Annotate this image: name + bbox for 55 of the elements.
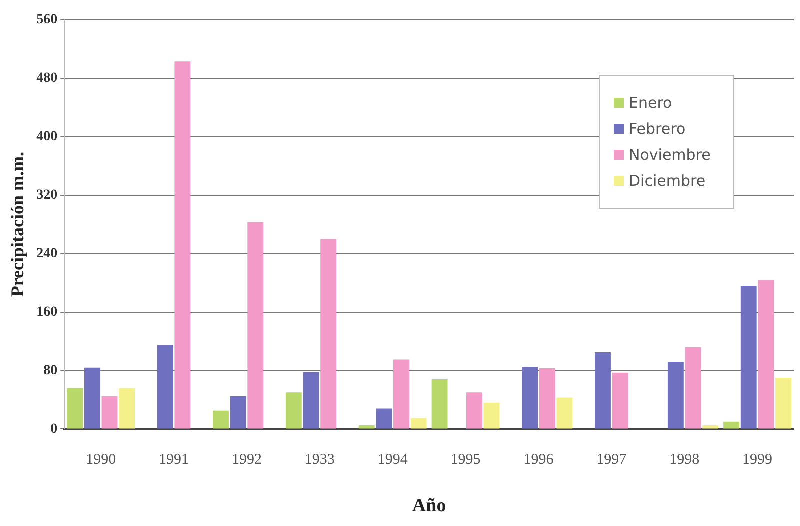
bar bbox=[67, 388, 84, 429]
legend-label: Enero bbox=[629, 94, 672, 112]
bar bbox=[230, 396, 246, 429]
bar bbox=[303, 372, 320, 429]
x-tick-label: 1995 bbox=[450, 452, 481, 468]
bar bbox=[320, 239, 337, 429]
bar bbox=[157, 345, 174, 429]
x-tick-label: 1996 bbox=[524, 452, 554, 468]
y-axis-title: Precipitación m.m. bbox=[7, 152, 28, 298]
x-tick-label: 1933 bbox=[304, 452, 335, 468]
x-tick-label: 1991 bbox=[159, 452, 190, 468]
y-tick-label: 80 bbox=[44, 363, 58, 378]
x-axis-title: Año bbox=[412, 496, 446, 517]
bar bbox=[595, 352, 611, 429]
bar bbox=[286, 392, 302, 429]
bar bbox=[539, 368, 556, 429]
bar bbox=[84, 368, 100, 429]
bar bbox=[212, 410, 229, 429]
bar bbox=[358, 426, 375, 429]
y-tick-label: 560 bbox=[36, 12, 58, 28]
y-tick-label: 480 bbox=[36, 71, 58, 86]
y-tick-label: 160 bbox=[36, 304, 58, 320]
y-tick-label: 400 bbox=[36, 130, 58, 145]
x-tick-label: 1999 bbox=[742, 452, 773, 468]
legend-label: Febrero bbox=[629, 120, 686, 138]
x-tick-label: 1997 bbox=[596, 452, 628, 468]
x-tick-label: 1990 bbox=[86, 452, 116, 468]
x-tick-label: 1998 bbox=[670, 452, 700, 468]
bar bbox=[410, 418, 427, 429]
y-tick-label: 320 bbox=[36, 188, 58, 203]
bar bbox=[432, 380, 448, 429]
legend-label: Diciembre bbox=[629, 172, 706, 190]
bar bbox=[724, 422, 740, 429]
bar bbox=[119, 388, 136, 429]
y-tick-label: 240 bbox=[36, 246, 58, 262]
bar bbox=[702, 426, 719, 429]
bar bbox=[668, 362, 684, 429]
bar bbox=[376, 408, 392, 429]
bar bbox=[484, 402, 500, 429]
x-tick-label: 1994 bbox=[378, 452, 408, 468]
bar bbox=[556, 398, 573, 429]
bar bbox=[174, 62, 191, 429]
legend-label: Noviembre bbox=[629, 146, 711, 164]
bar bbox=[102, 396, 118, 429]
bar bbox=[740, 286, 757, 429]
x-tick-label: 1992 bbox=[232, 452, 262, 468]
bar bbox=[248, 222, 264, 429]
y-tick-label: 0 bbox=[50, 422, 58, 437]
bar bbox=[758, 280, 774, 429]
bar bbox=[776, 378, 792, 429]
bar bbox=[394, 360, 410, 429]
bar bbox=[466, 392, 482, 429]
bar bbox=[612, 372, 628, 429]
bar bbox=[685, 347, 702, 429]
bar bbox=[522, 367, 538, 429]
